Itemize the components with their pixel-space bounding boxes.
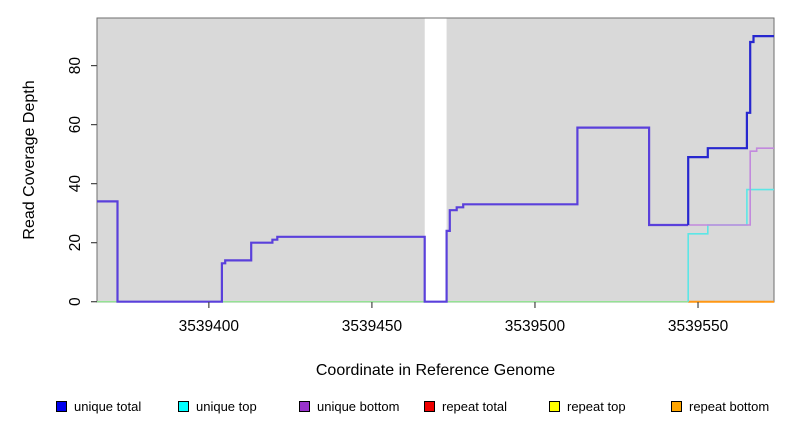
y-tick-label: 60 <box>67 116 84 134</box>
y-tick-label: 0 <box>67 297 84 306</box>
y-axis-label: Read Coverage Depth <box>21 80 38 240</box>
masked-region <box>424 12 447 302</box>
x-tick-label: 3539450 <box>342 318 403 335</box>
x-tick-label: 3539400 <box>179 318 240 335</box>
series-unique-line <box>97 126 689 303</box>
x-axis-label: Coordinate in Reference Genome <box>315 362 556 379</box>
y-tick-label: 80 <box>67 57 84 75</box>
series-unique-line <box>687 34 774 225</box>
y-tick-label: 40 <box>67 175 84 193</box>
series-unique-line <box>688 147 774 226</box>
x-tick-label: 3539550 <box>668 318 729 335</box>
x-tick-label: 3539500 <box>505 318 566 335</box>
y-tick-label: 20 <box>67 234 84 252</box>
